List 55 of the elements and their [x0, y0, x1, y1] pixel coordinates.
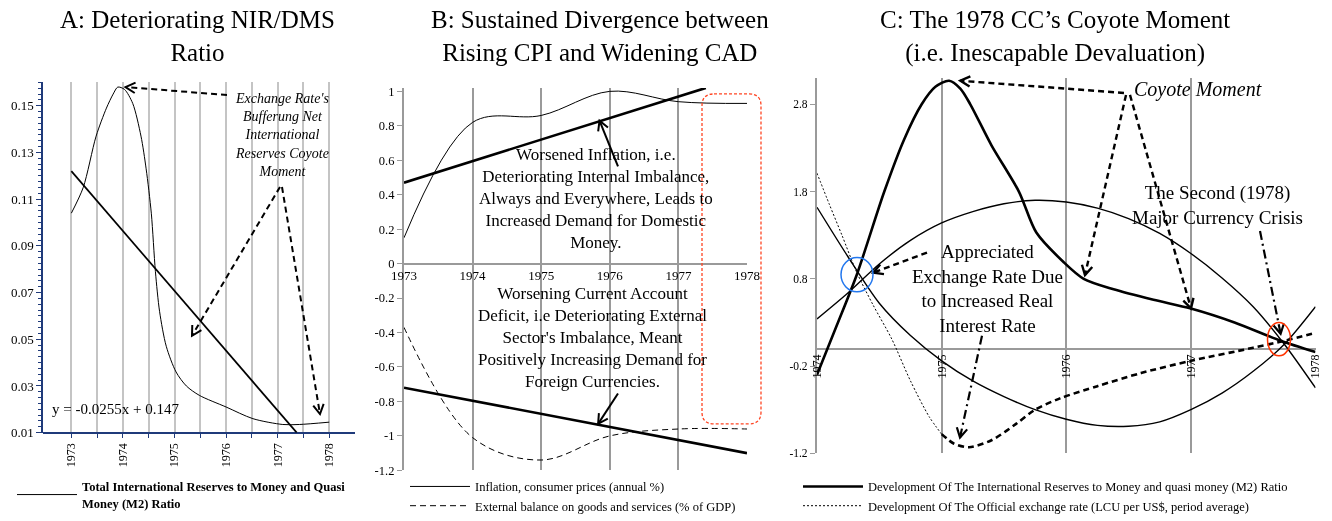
y-tick-label: -0.6 [374, 360, 395, 375]
x-tick-label: 1978 [734, 268, 760, 284]
y-tick-label: -0.4 [374, 325, 396, 340]
chart-title: A: Deteriorating NIR/DMS Ratio [60, 6, 335, 66]
y-tick-label: 0.11 [11, 191, 34, 207]
chart-title: C: The 1978 CC’s Coyote Moment (i.e. Inescapable Devaluation) [880, 6, 1231, 67]
y-tick-label: -0.2 [374, 291, 395, 306]
chart-title: B: Sustained Divergence between Rising CPI and Widening CAD [431, 6, 770, 66]
y-tick-label: 0.01 [10, 425, 34, 441]
x-tick-label: 1975 [167, 443, 182, 468]
y-tick-label: -0.2 [789, 360, 808, 373]
legend-label: Total International Reserves to Money and Quasi Money (M2) Ratio [82, 480, 346, 511]
x-tick-label: 1975 [528, 268, 555, 284]
y-tick-label: 0.07 [10, 285, 35, 301]
y-tick-label: -1 [383, 429, 395, 444]
x-tick-label: 1978 [1308, 354, 1323, 379]
x-tick-label: 1977 [665, 268, 692, 284]
x-tick-label: 1974 [459, 268, 487, 284]
y-tick-label: -1.2 [374, 463, 395, 478]
x-tick-label: 1974 [115, 443, 130, 468]
legend-label: Development Of The Official exchange rate (LCU per US$, period average) [868, 499, 1249, 514]
x-tick-label: 1976 [218, 443, 233, 468]
y-tick-label: 2.8 [793, 98, 808, 111]
y-tick-label: 0.4 [378, 188, 396, 203]
x-tick-label: 1977 [1183, 354, 1198, 379]
legend-label: Inflation, consumer prices (annual %) [475, 480, 665, 495]
annotation: Coyote Moment [1134, 78, 1262, 101]
y-tick-label: 0.8 [378, 119, 395, 134]
y-tick-label: 1 [388, 84, 395, 99]
y-tick-label: 0.13 [10, 145, 34, 161]
x-tick-label: 1976 [596, 268, 624, 284]
annotation: Appreciated Exchange Rate Due to Increased Real Interest Rate [912, 241, 1063, 337]
y-tick-label: 1.8 [793, 185, 808, 198]
y-tick-label: 0 [388, 257, 395, 271]
y-tick-label: 0.05 [10, 331, 34, 347]
y-tick-label: -1.2 [789, 447, 808, 460]
y-tick-label: 0.8 [793, 272, 808, 285]
legend-label: Development Of The International Reserves to Money and quasi money (M2) Ratio [868, 480, 1288, 495]
x-tick-label: 1977 [270, 443, 285, 468]
y-tick-label: 0.15 [10, 98, 34, 114]
legend-label: External balance on goods and services (% of GDP) [475, 499, 736, 514]
y-tick-label: 0.03 [10, 378, 34, 394]
y-tick-label: 0.09 [10, 238, 34, 254]
x-tick-label: 1975 [934, 354, 949, 379]
x-tick-label: 1973 [391, 268, 417, 284]
annotation: y = -0.0255x + 0.147 [52, 401, 180, 417]
y-tick-label: 0.6 [378, 153, 395, 168]
y-tick-label: 0.2 [378, 222, 395, 237]
y-tick-label: -0.8 [374, 394, 395, 409]
x-tick-label: 1974 [809, 354, 824, 379]
x-tick-label: 1976 [1059, 354, 1074, 379]
x-tick-label: 1978 [322, 443, 337, 468]
annotation: Worsening Current Account Deficit, i.e Deteriorating External Sector's Imbalance, Meant Positively Increasing Demand for Foreign Currencies. [478, 284, 708, 392]
x-tick-label: 1973 [64, 443, 79, 468]
annotation: Exchange Rate's Bufferung Net International Reserves Coyote Moment [235, 91, 330, 179]
